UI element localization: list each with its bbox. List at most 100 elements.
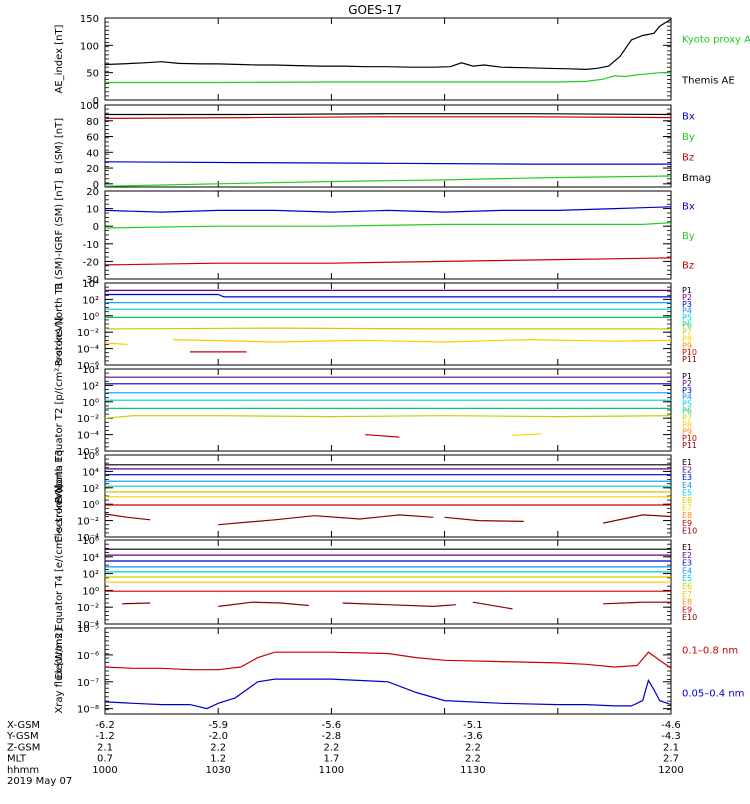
legend-entry: E1 [682,458,692,467]
x-axis-value: 1100 [319,765,344,776]
y-tick-label: 10⁻⁷ [77,678,99,689]
y-tick-label: 10⁴ [82,553,99,564]
x-axis-value: 1200 [658,765,683,776]
series-line [105,293,671,298]
y-axis-label: B (SM)-IGRF (SM) [nT] [54,180,65,289]
y-tick-label: 150 [80,14,99,25]
series-line [104,678,672,710]
legend-entry: P3 [682,386,692,395]
y-tick-label: 10⁻⁸ [77,705,99,716]
y-tick-label: 0 [93,180,99,191]
series-line [512,433,541,436]
y-axis-label: Protons North T1 [54,282,65,366]
y-axis-label: Xray flux [W/m2] [54,628,65,713]
y-tick-label: 10⁰ [82,586,99,597]
legend-entry: E8 [682,511,692,520]
legend-entry: E5 [682,574,692,583]
x-axis-value: -2.8 [322,731,342,742]
y-tick-label: -10 [83,240,99,251]
series-line [172,338,672,343]
legend-entry: 0.1–0.8 nm [682,646,738,657]
x-axis-row-label: Z-GSM [7,742,40,753]
legend-entry: P11 [682,355,697,364]
legend-entry: By [682,132,695,143]
legend-entry: E2 [682,466,692,475]
legend-entry: P6 [682,407,692,416]
legend-entry: E10 [682,526,697,535]
y-tick-label: 10⁰ [82,398,99,409]
legend-entry: Bx [682,202,695,213]
legend-entry: P5 [682,400,692,409]
panel-frame [104,190,672,280]
x-axis-value: -3.6 [463,731,483,742]
y-tick-label: 10⁶ [82,536,99,547]
x-axis-row-label: hhmm [7,765,39,776]
x-axis-value: 2.7 [663,754,679,765]
y-tick-label: 10⁻⁴ [77,431,99,442]
x-axis-value: 2.2 [323,742,339,753]
legend-entry: P4 [682,307,692,316]
legend-entry: Bx [682,111,695,122]
x-axis-value: -2.0 [208,731,228,742]
y-tick-label: 0 [93,96,99,107]
x-axis-row-label: MLT [7,754,27,765]
legend-entry: P6 [682,321,692,330]
legend-entry: E7 [682,590,692,599]
series-line [105,113,672,116]
y-tick-label: 10⁻² [77,517,99,528]
panel-frame [104,627,672,715]
legend-entry: P10 [682,348,697,357]
series-line [104,116,672,119]
x-axis-row-label: X-GSM [7,720,40,731]
y-tick-label: 10⁰ [82,312,99,323]
y-tick-label: 100 [80,101,99,112]
y-tick-label: 10⁻⁶ [77,651,99,662]
y-tick-label: 10⁰ [82,500,99,511]
y-tick-label: 20 [86,164,99,175]
y-tick-label: -20 [83,257,99,268]
y-tick-label: 10⁶ [82,451,99,462]
legend-entry: P2 [682,293,692,302]
x-axis-value: -4.3 [661,731,681,742]
legend-entry: E1 [682,543,692,552]
legend-entry: E9 [682,519,692,528]
series-line [104,513,151,521]
legend-entry: P11 [682,441,697,450]
y-tick-label: 10⁻⁶ [77,361,99,372]
series-line [104,651,672,671]
y-tick-label: 10⁻⁴ [77,345,99,356]
legend-entry: P7 [682,413,692,422]
legend-entry: E5 [682,488,692,497]
y-axis-label: Electrons North T3 [54,449,65,542]
legend-entry: E2 [682,551,692,560]
y-tick-label: 60 [86,133,99,144]
legend-entry: P7 [682,327,692,336]
legend-entry: P2 [682,379,692,388]
series-line [472,601,513,610]
y-tick-label: 10⁻⁵ [77,624,99,635]
legend-entry: Bz [682,260,694,271]
x-axis-value: -4.6 [661,720,681,731]
series-line [218,601,309,607]
y-tick-label: 10² [82,570,99,581]
x-axis-value: 1000 [92,765,117,776]
y-tick-label: 10² [82,381,99,392]
y-axis-label: Protons Equator T2 [p/(cm²-s-sr-keV)] [54,317,65,504]
x-axis-value: 2.2 [465,754,481,765]
date-label: 2019 May 07 [7,776,72,787]
x-axis-value: 2.1 [97,742,113,753]
y-tick-label: 50 [86,69,99,80]
legend-entry: E7 [682,504,692,513]
series-line [104,342,128,346]
x-axis-value: -5.6 [322,720,342,731]
x-axis-value: 0.7 [97,754,113,765]
x-axis-value: 1030 [205,765,230,776]
legend-entry: E6 [682,582,692,591]
y-tick-label: 100 [80,41,99,52]
series-line [603,601,671,605]
legend-entry: P1 [682,286,692,295]
legend-entry: E8 [682,598,692,607]
y-axis-label: AE_index [nT] [54,24,65,93]
panel-frame [104,368,672,452]
legend-entry: P5 [682,314,692,323]
